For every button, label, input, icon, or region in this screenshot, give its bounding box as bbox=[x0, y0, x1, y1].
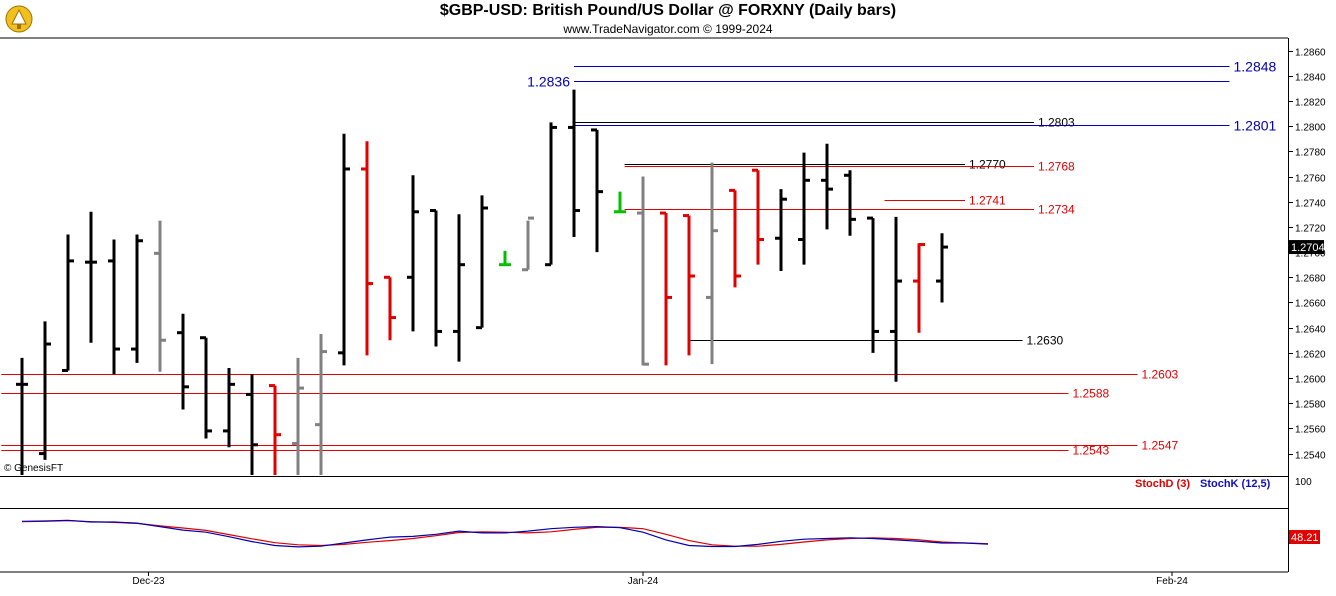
ohlc-bar-20 bbox=[476, 195, 488, 330]
ohlc-bar-10 bbox=[246, 374, 258, 475]
ohlc-bar-9 bbox=[223, 367, 235, 448]
ohlc-bar-24 bbox=[568, 89, 580, 237]
stochd-line bbox=[21, 519, 989, 547]
ohlc-bar-13 bbox=[315, 333, 327, 475]
y-tick-label-1.2640: 1.2640 bbox=[1295, 325, 1326, 336]
ohlc-bar-0 bbox=[16, 357, 28, 475]
chart-title: $GBP-USD: British Pound/US Dollar @ FORX… bbox=[439, 2, 897, 19]
ohlc-bar-33 bbox=[775, 189, 787, 271]
level-label-1.2630: 1.2630 bbox=[1027, 334, 1064, 348]
level-label-1.2768: 1.2768 bbox=[1038, 160, 1075, 174]
ohlc-bar-36 bbox=[844, 170, 856, 236]
last-price-label: 1.2704 bbox=[1291, 242, 1325, 254]
stochd-legend: StochD (3) bbox=[1135, 478, 1190, 490]
stochk-line bbox=[21, 519, 989, 548]
x-tick-label-Feb-24: Feb-24 bbox=[1156, 576, 1188, 587]
ohlc-bar-29 bbox=[683, 214, 695, 356]
ohlc-bar-3 bbox=[85, 211, 97, 343]
level-label-1.2547: 1.2547 bbox=[1142, 439, 1179, 453]
ohlc-bar-28 bbox=[660, 211, 672, 366]
level-label-1.2603: 1.2603 bbox=[1142, 368, 1179, 382]
ohlc-bar-8 bbox=[200, 336, 212, 439]
ohlc-bar-25 bbox=[591, 128, 603, 253]
y-tick-label-1.2660: 1.2660 bbox=[1295, 299, 1326, 310]
ohlc-bar-22 bbox=[522, 216, 534, 272]
stoch-last-label: 48.21 bbox=[1291, 532, 1319, 544]
y-tick-label-1.2540: 1.2540 bbox=[1295, 451, 1326, 462]
ohlc-bar-39 bbox=[913, 243, 925, 333]
y-tick-label-1.2580: 1.2580 bbox=[1295, 400, 1326, 411]
ohlc-bar-31 bbox=[729, 188, 741, 288]
ohlc-bar-37 bbox=[867, 216, 879, 353]
y-tick-label-1.2840: 1.2840 bbox=[1295, 73, 1326, 84]
genesis-watermark: © GenesisFT bbox=[4, 463, 64, 474]
level-label-1.2801: 1.2801 bbox=[1234, 118, 1277, 134]
y-tick-label-1.2860: 1.2860 bbox=[1295, 48, 1326, 59]
y-tick-label-1.2680: 1.2680 bbox=[1295, 274, 1326, 285]
ohlc-bar-26 bbox=[614, 191, 626, 214]
y-tick-label-1.2780: 1.2780 bbox=[1295, 148, 1326, 159]
y-tick-label-1.2560: 1.2560 bbox=[1295, 425, 1326, 436]
ohlc-bar-34 bbox=[798, 152, 810, 265]
x-tick-label-Dec-23: Dec-23 bbox=[132, 576, 165, 587]
level-label-1.2770: 1.2770 bbox=[969, 158, 1006, 172]
y-tick-label-1.2760: 1.2760 bbox=[1295, 174, 1326, 185]
last-price-box bbox=[1289, 240, 1324, 255]
ohlc-bar-32 bbox=[752, 168, 764, 265]
ohlc-bar-15 bbox=[361, 141, 373, 356]
ohlc-bar-40 bbox=[936, 233, 948, 303]
ohlc-bar-21 bbox=[499, 250, 511, 267]
ohlc-bar-4 bbox=[108, 239, 120, 375]
level-label-1.2543: 1.2543 bbox=[1073, 444, 1110, 458]
level-label-1.2741: 1.2741 bbox=[969, 194, 1006, 208]
ohlc-bar-19 bbox=[453, 214, 465, 362]
chart-subtitle: www.TradeNavigator.com © 1999-2024 bbox=[563, 22, 773, 36]
y-tick-label-1.2820: 1.2820 bbox=[1295, 98, 1326, 109]
ohlc-bar-17 bbox=[407, 175, 419, 332]
y-tick-label-1.2800: 1.2800 bbox=[1295, 123, 1326, 134]
level-label-1.2848: 1.2848 bbox=[1234, 59, 1277, 75]
level-label-1.2836: 1.2836 bbox=[527, 74, 570, 90]
ohlc-bar-35 bbox=[821, 143, 833, 230]
y-tick-label-1.2620: 1.2620 bbox=[1295, 350, 1326, 361]
level-label-1.2734: 1.2734 bbox=[1038, 203, 1075, 217]
ohlc-bar-14 bbox=[338, 133, 350, 366]
stoch-last-box bbox=[1289, 530, 1320, 544]
level-label-1.2588: 1.2588 bbox=[1073, 387, 1110, 401]
ohlc-bar-16 bbox=[384, 275, 396, 341]
ohlc-bar-11 bbox=[269, 384, 281, 475]
level-label-1.2803: 1.2803 bbox=[1038, 116, 1075, 130]
ohlc-bar-1 bbox=[39, 321, 51, 460]
ohlc-bar-27 bbox=[637, 176, 649, 366]
ohlc-bar-30 bbox=[706, 162, 718, 365]
y-tick-label-1.2600: 1.2600 bbox=[1295, 375, 1326, 386]
ohlc-bar-7 bbox=[177, 313, 189, 410]
ohlc-bar-6 bbox=[154, 220, 166, 372]
y-tick-label-1.2740: 1.2740 bbox=[1295, 199, 1326, 210]
ohlc-bar-23 bbox=[545, 122, 557, 267]
stochk-legend: StochK (12,5) bbox=[1200, 478, 1271, 490]
y-tick-label-1.2720: 1.2720 bbox=[1295, 224, 1326, 235]
stoch-y-tick-100: 100 bbox=[1295, 477, 1312, 488]
ohlc-bar-38 bbox=[890, 216, 902, 382]
x-tick-label-Jan-24: Jan-24 bbox=[628, 576, 659, 587]
ohlc-bar-2 bbox=[62, 234, 74, 372]
ohlc-bar-18 bbox=[430, 209, 442, 347]
ohlc-bar-12 bbox=[292, 357, 304, 475]
ohlc-bar-5 bbox=[131, 234, 143, 363]
tradenavigator-logo-icon bbox=[4, 4, 34, 34]
